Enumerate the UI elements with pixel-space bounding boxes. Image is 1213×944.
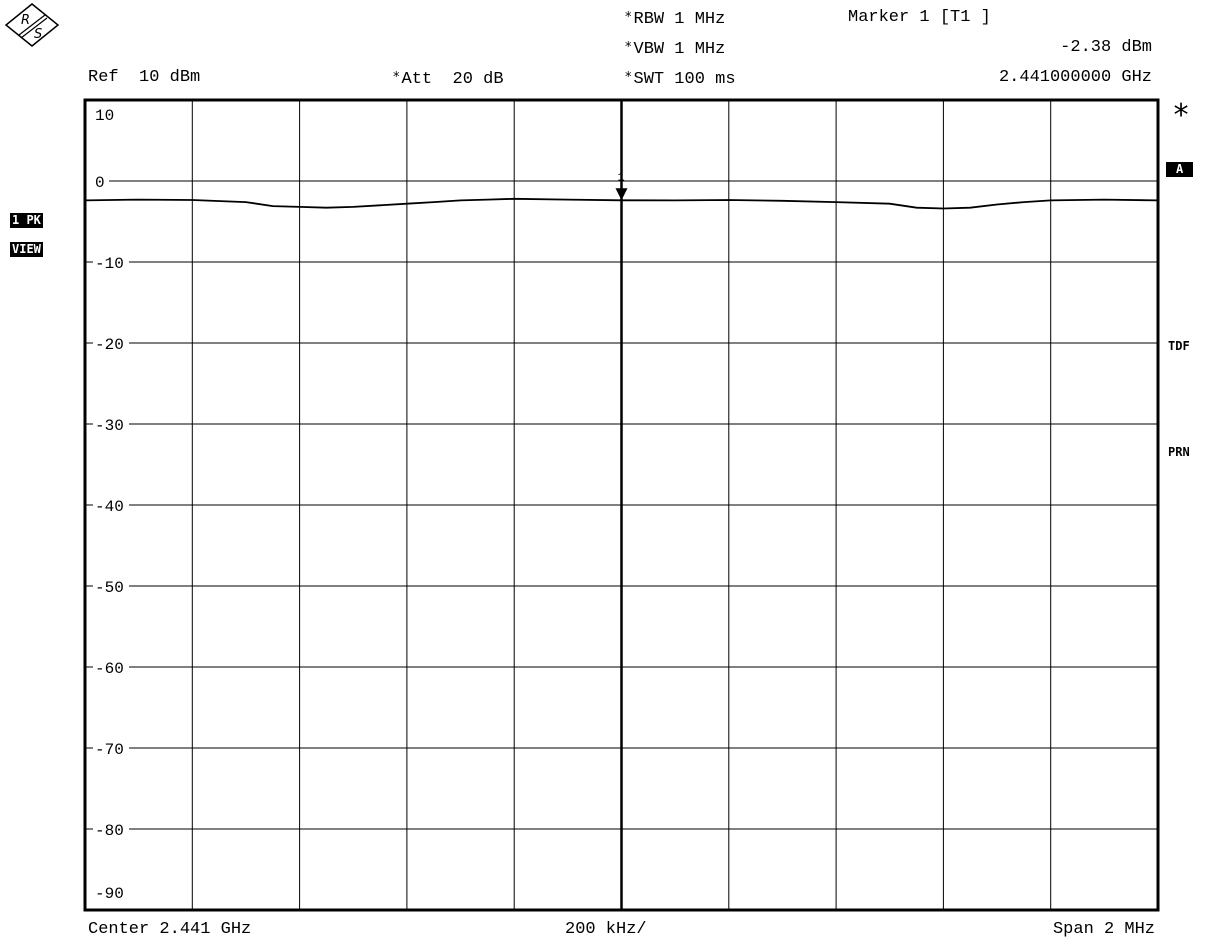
vbw-value: VBW 1 MHz: [633, 40, 726, 59]
y-tick-label-bg: [93, 172, 109, 190]
rbw-label: * RBW 1 MHz: [625, 8, 725, 30]
y-tick-label-bg: [93, 496, 129, 514]
prn-label: PRN: [1168, 445, 1190, 459]
svg-text:S: S: [34, 27, 42, 42]
span-label: Span 2 MHz: [1052, 920, 1155, 939]
y-tick-label: -80: [95, 822, 124, 840]
trace-mode-badge: 1 PK: [10, 213, 43, 228]
y-tick-label: -90: [95, 885, 124, 903]
asterisk-icon: *: [1172, 98, 1191, 133]
tdf-label: TDF: [1168, 339, 1190, 353]
y-tick-label: -40: [95, 498, 124, 516]
trace-a-badge: A: [1166, 162, 1194, 177]
plot-frame: [83, 98, 1160, 912]
y-tick-label: -20: [95, 336, 124, 354]
marker-frequency: 2.441000000 GHz: [998, 68, 1152, 87]
y-tick-label-bg: [93, 739, 129, 757]
view-badge: VIEW: [10, 242, 43, 257]
y-tick-label-bg: [93, 415, 129, 433]
y-tick-label: -10: [95, 255, 124, 273]
y-tick-label: -70: [95, 741, 124, 759]
attenuation-label: * Att 20 dB: [393, 68, 504, 90]
ref-level-label: Ref 10 dBm: [88, 68, 201, 87]
center-frequency-label: Center 2.441 GHz: [88, 920, 252, 939]
marker-number-label: 1: [618, 170, 625, 184]
y-tick-label: 10: [95, 107, 114, 125]
y-tick-label: -30: [95, 417, 124, 435]
sweep-time-value: SWT 100 ms: [633, 70, 736, 89]
star-icon: *: [625, 10, 632, 25]
star-icon: *: [625, 40, 632, 55]
marker-triangle-icon: [615, 188, 628, 201]
y-tick-label: -60: [95, 660, 124, 678]
y-tick-label-bg: [93, 253, 129, 271]
sweep-time-label: * SWT 100 ms: [625, 68, 736, 90]
attenuation-value: Att 20 dB: [401, 70, 504, 89]
y-tick-label-bg: [93, 820, 129, 838]
marker-level: -2.38 dBm: [1060, 38, 1152, 57]
y-tick-label: -50: [95, 579, 124, 597]
y-tick-label-bg: [93, 577, 129, 595]
division-label: 200 kHz/: [565, 920, 647, 939]
rbw-value: RBW 1 MHz: [633, 10, 726, 29]
svg-text:R: R: [21, 13, 30, 28]
rohde-schwarz-logo: R S: [4, 3, 60, 47]
y-tick-label: 0: [95, 174, 105, 192]
y-tick-label-bg: [93, 334, 129, 352]
star-icon: *: [625, 70, 632, 85]
marker-title: Marker 1 [T1 ]: [848, 8, 991, 27]
star-icon: *: [393, 70, 400, 85]
y-tick-label-bg: [93, 658, 129, 676]
spectrum-trace: [84, 197, 1159, 210]
vbw-label: * VBW 1 MHz: [625, 38, 725, 60]
